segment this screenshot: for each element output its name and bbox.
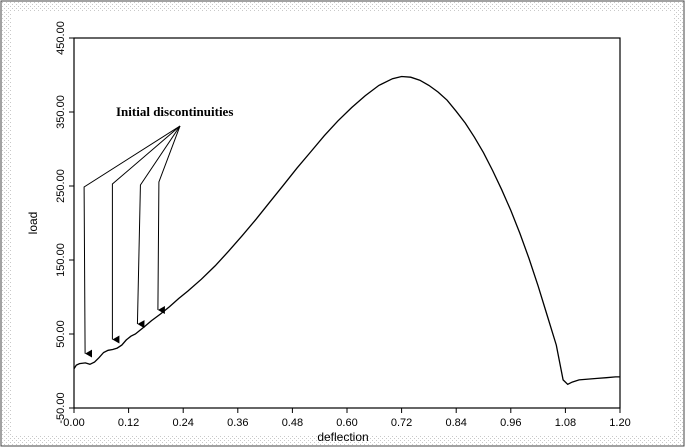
annotation-arrow [136, 125, 181, 329]
y-tick-label: 350.00 [55, 95, 67, 129]
annotation-arrow [111, 125, 181, 344]
y-tick-label: -50.00 [55, 392, 67, 423]
x-tick-label: 1.08 [555, 417, 576, 429]
y-tick-label: 50.00 [55, 320, 67, 348]
x-tick-label: 0.24 [172, 417, 193, 429]
x-tick-label: 0.12 [118, 417, 139, 429]
x-axis-label: deflection [317, 430, 368, 444]
y-tick-label: 450.00 [55, 21, 67, 55]
y-tick-label: 150.00 [55, 243, 67, 277]
x-tick-label: 0.84 [445, 417, 466, 429]
y-axis-label: load [26, 212, 40, 235]
x-tick-label: 0.60 [336, 417, 357, 429]
annotation-arrow [157, 125, 181, 314]
tick-layer: 0.00 0.12 0.24 0.36 0.48 0.60 0.72 0.84 0.96 1.08… [55, 21, 631, 429]
annotation-layer [83, 125, 181, 358]
annotation-text: Initial discontinuities [116, 104, 233, 119]
annotation-arrow [83, 125, 181, 358]
x-tick-label: 0.36 [227, 417, 248, 429]
x-tick-label: 1.20 [609, 417, 630, 429]
x-tick-label: 0.72 [391, 417, 412, 429]
x-tick-label: 0.00 [63, 417, 84, 429]
series-line-load-vs-deflection [73, 75, 620, 386]
x-tick-label: 0.48 [282, 417, 303, 429]
plot-panel [12, 12, 674, 435]
x-tick-label: 0.96 [500, 417, 521, 429]
y-tick-label: 250.00 [55, 169, 67, 203]
